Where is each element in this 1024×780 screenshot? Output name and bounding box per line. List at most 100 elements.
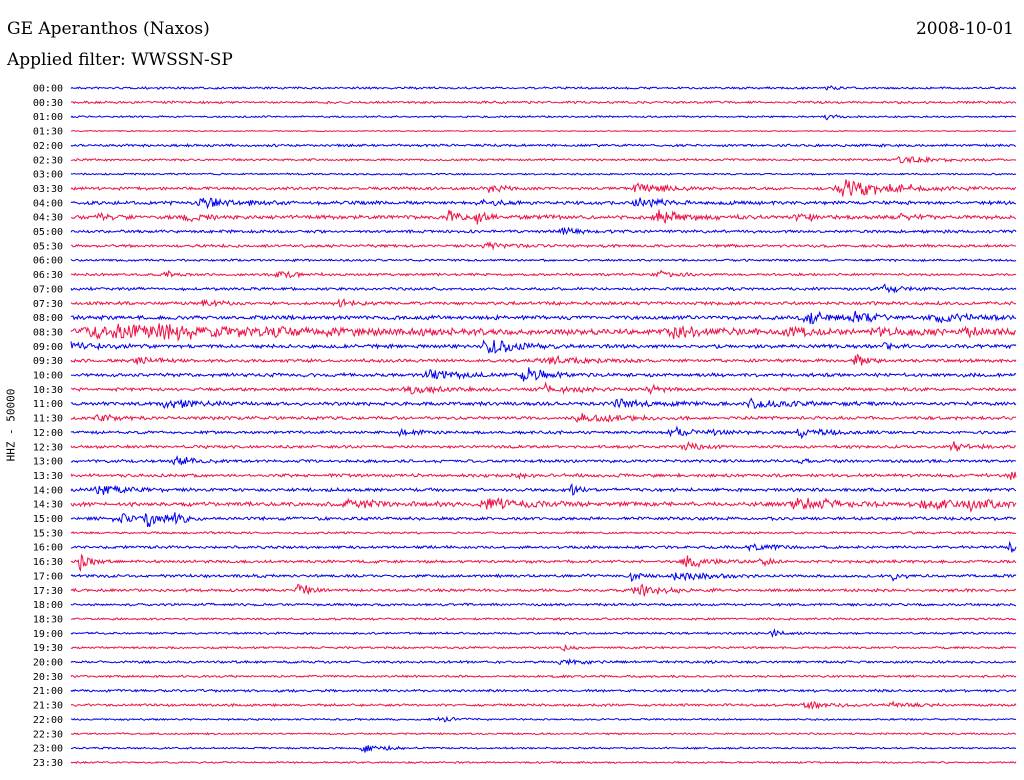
seismic-trace [70, 155, 1017, 165]
time-tick-label: 12:00 [33, 428, 63, 439]
seismic-trace [70, 471, 1017, 481]
seismic-trace [70, 602, 1017, 607]
seismic-trace [70, 644, 1017, 652]
seismic-trace [70, 269, 1017, 279]
time-tick-label: 09:00 [33, 342, 63, 353]
time-tick-label: 14:00 [33, 485, 63, 496]
time-tick-label: 20:30 [33, 672, 63, 683]
time-tick-label: 02:00 [33, 141, 63, 152]
time-tick-label: 19:00 [33, 629, 63, 640]
time-tick-label: 18:00 [33, 600, 63, 611]
time-tick-label: 11:30 [33, 414, 63, 425]
seismic-trace [70, 657, 1017, 666]
time-tick-label: 22:00 [33, 715, 63, 726]
time-tick-label: 16:30 [33, 557, 63, 568]
time-tick-label: 06:30 [33, 270, 63, 281]
time-tick-label: 16:00 [33, 543, 63, 554]
time-tick-label: 03:30 [33, 184, 63, 195]
seismic-trace [71, 367, 1017, 382]
time-tick-label: 17:00 [33, 571, 63, 582]
time-tick-label: 10:00 [33, 371, 63, 382]
seismic-trace [70, 540, 1017, 553]
time-tick-label: 00:30 [33, 98, 63, 109]
time-tick-label: 08:00 [33, 313, 63, 324]
seismic-trace [70, 616, 1017, 621]
seismic-trace [70, 381, 1017, 396]
time-tick-label: 00:00 [33, 84, 63, 95]
time-tick-label: 15:30 [33, 528, 63, 539]
seismic-trace [70, 297, 1017, 308]
seismic-trace [70, 310, 1017, 324]
time-tick-label: 21:00 [33, 686, 63, 697]
seismic-trace [70, 628, 1017, 639]
record-date: 2008-10-01 [915, 19, 1014, 39]
seismic-trace [70, 226, 1017, 235]
time-tick-label: 22:30 [33, 729, 63, 740]
seismic-trace [70, 339, 1017, 354]
time-tick-label: 20:00 [33, 658, 63, 669]
time-tick-label: 23:30 [33, 758, 63, 769]
seismic-trace [70, 496, 1017, 513]
time-tick-label: 18:30 [33, 614, 63, 625]
seismic-trace [70, 732, 1016, 736]
seismic-trace [70, 530, 1017, 535]
time-tick-label: 05:30 [33, 241, 63, 252]
time-tick-label: 11:00 [33, 399, 63, 410]
seismic-trace [70, 425, 1017, 440]
seismic-trace [70, 571, 1017, 583]
seismic-trace [70, 114, 1017, 121]
time-tick-label: 06:00 [33, 256, 63, 267]
time-tick-label: 19:30 [33, 643, 63, 654]
seismic-trace [70, 197, 1017, 210]
time-tick-label: 21:30 [33, 701, 63, 712]
seismic-trace [70, 455, 1017, 466]
seismic-trace [70, 209, 1017, 225]
time-tick-label: 04:00 [33, 198, 63, 209]
time-tick-label: 07:30 [33, 299, 63, 310]
seismic-trace [70, 583, 1017, 597]
time-tick-label: 23:00 [33, 744, 63, 755]
applied-filter: Applied filter: WWSSN-SP [7, 50, 233, 70]
time-tick-label: 15:00 [33, 514, 63, 525]
seismic-trace [70, 715, 1017, 723]
seismic-trace [70, 283, 1017, 294]
seismic-trace [70, 483, 1017, 496]
time-tick-label: 08:30 [33, 327, 63, 338]
time-tick-label: 13:00 [33, 457, 63, 468]
time-tick-label: 05:00 [33, 227, 63, 238]
seismic-trace [70, 413, 1017, 423]
seismic-trace [70, 760, 1017, 765]
seismic-trace [70, 129, 1017, 133]
seismic-trace [70, 440, 1017, 452]
seismic-trace [70, 744, 1017, 753]
time-tick-label: 10:30 [33, 385, 63, 396]
time-tick-label: 17:30 [33, 586, 63, 597]
seismic-trace [70, 100, 1017, 105]
seismic-trace [71, 240, 1017, 251]
time-tick-label: 07:00 [33, 284, 63, 295]
seismic-trace [70, 323, 1017, 342]
time-tick-label: 03:00 [33, 170, 63, 181]
time-tick-label: 13:30 [33, 471, 63, 482]
seismic-trace [70, 688, 1017, 694]
time-tick-label: 01:00 [33, 112, 63, 123]
time-tick-label: 01:30 [33, 127, 63, 138]
time-tick-label: 14:30 [33, 500, 63, 511]
seismic-trace [70, 258, 1017, 263]
seismic-trace [70, 85, 1017, 91]
seismic-trace [70, 512, 1017, 528]
seismic-trace [70, 700, 1017, 710]
time-tick-label: 04:30 [33, 213, 63, 224]
seismic-trace [70, 143, 1017, 148]
station-title: GE Aperanthos (Naxos) [7, 19, 210, 39]
seismic-trace [70, 179, 1017, 197]
time-tick-label: 02:30 [33, 155, 63, 166]
time-tick-label: 12:30 [33, 442, 63, 453]
seismic-trace [70, 353, 1017, 366]
seismic-trace [70, 397, 1017, 410]
time-tick-label: 09:30 [33, 356, 63, 367]
seismic-trace [70, 553, 1017, 572]
seismic-trace [70, 674, 1017, 679]
seismic-trace [70, 172, 1017, 176]
